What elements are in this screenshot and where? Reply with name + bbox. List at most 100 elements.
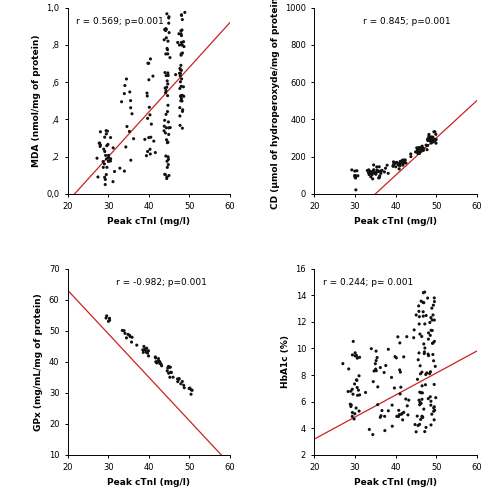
Point bbox=[155, 357, 163, 365]
Point bbox=[180, 83, 187, 91]
Point bbox=[393, 354, 400, 362]
Point bbox=[163, 157, 171, 165]
Point bbox=[177, 72, 184, 80]
Point bbox=[355, 386, 363, 394]
Point bbox=[124, 330, 132, 338]
Point bbox=[127, 104, 135, 112]
Point bbox=[414, 150, 422, 158]
Point bbox=[395, 160, 403, 168]
Point bbox=[178, 66, 185, 74]
Point bbox=[370, 169, 378, 177]
Point bbox=[351, 349, 359, 357]
Point bbox=[432, 394, 439, 402]
Point bbox=[392, 163, 400, 171]
Point bbox=[101, 148, 108, 156]
Point bbox=[425, 130, 433, 138]
Point bbox=[158, 362, 166, 370]
Point bbox=[373, 166, 381, 174]
Point bbox=[178, 97, 186, 105]
Point bbox=[420, 144, 427, 152]
Point bbox=[178, 41, 186, 49]
Point bbox=[378, 406, 386, 414]
Point bbox=[424, 352, 432, 360]
Point bbox=[162, 26, 169, 34]
Point bbox=[174, 38, 182, 46]
Point bbox=[163, 174, 170, 182]
Point bbox=[384, 346, 392, 354]
Point bbox=[427, 421, 435, 429]
Point bbox=[177, 78, 184, 86]
Point bbox=[105, 158, 112, 166]
Point bbox=[99, 164, 107, 172]
Point bbox=[162, 24, 170, 32]
Point bbox=[187, 386, 195, 394]
Point bbox=[421, 428, 429, 436]
Point bbox=[164, 50, 172, 58]
Point bbox=[429, 350, 437, 358]
Point bbox=[102, 126, 110, 134]
Point bbox=[415, 320, 423, 328]
Point bbox=[426, 393, 434, 401]
Point bbox=[161, 170, 168, 178]
Point bbox=[103, 312, 110, 320]
Point bbox=[419, 414, 427, 422]
Point bbox=[414, 144, 422, 152]
Point bbox=[353, 354, 361, 362]
Point bbox=[399, 161, 407, 169]
Point bbox=[384, 407, 392, 415]
Point bbox=[422, 312, 430, 320]
Point bbox=[384, 170, 392, 177]
Point bbox=[166, 124, 174, 132]
Point bbox=[421, 288, 428, 296]
Point bbox=[163, 44, 171, 52]
Point bbox=[141, 136, 149, 143]
Point bbox=[345, 365, 352, 373]
Point bbox=[426, 370, 434, 378]
Point bbox=[178, 94, 185, 102]
Point bbox=[420, 405, 428, 413]
Point bbox=[428, 410, 436, 418]
Point bbox=[411, 420, 419, 428]
Point bbox=[383, 161, 391, 169]
Point bbox=[139, 346, 147, 354]
Point bbox=[154, 354, 162, 362]
Point bbox=[140, 342, 148, 350]
Point bbox=[128, 110, 136, 118]
Point bbox=[347, 387, 355, 395]
Point bbox=[351, 172, 359, 179]
Point bbox=[418, 396, 426, 404]
Point bbox=[400, 158, 408, 166]
Point bbox=[431, 298, 439, 306]
Point bbox=[178, 75, 185, 83]
Point bbox=[126, 332, 134, 340]
Point bbox=[165, 362, 172, 370]
Point bbox=[353, 384, 361, 392]
Point bbox=[180, 42, 188, 50]
Point bbox=[99, 158, 107, 166]
Point bbox=[161, 84, 169, 92]
Point bbox=[106, 314, 113, 322]
Point bbox=[119, 326, 126, 334]
Point bbox=[394, 333, 402, 341]
Point bbox=[388, 374, 395, 382]
Point bbox=[122, 75, 130, 83]
Point bbox=[162, 86, 170, 94]
Point bbox=[431, 128, 439, 136]
Point bbox=[416, 150, 424, 158]
Point bbox=[412, 311, 420, 319]
Point bbox=[390, 160, 398, 168]
Point bbox=[348, 401, 355, 409]
Y-axis label: CD (μmol of hydroperoxyde/mg of protein): CD (μmol of hydroperoxyde/mg of protein) bbox=[271, 0, 280, 209]
Point bbox=[165, 130, 173, 138]
X-axis label: Peak cTnI (mg/l): Peak cTnI (mg/l) bbox=[107, 217, 190, 226]
Point bbox=[165, 369, 172, 377]
Point bbox=[390, 158, 397, 166]
Point bbox=[175, 374, 183, 382]
Point bbox=[370, 166, 378, 173]
Point bbox=[352, 404, 360, 412]
Point bbox=[164, 367, 171, 375]
X-axis label: Peak cTnI (mg/l): Peak cTnI (mg/l) bbox=[354, 478, 437, 487]
Point bbox=[418, 142, 426, 150]
Point bbox=[365, 168, 373, 175]
Point bbox=[372, 366, 380, 374]
